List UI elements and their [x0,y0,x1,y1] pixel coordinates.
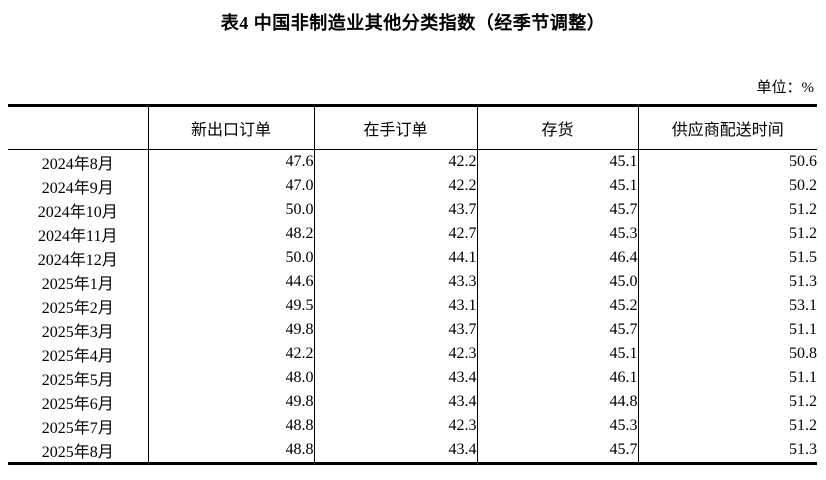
period-cell: 2025年1月 [41,276,114,293]
table-row: 2025年3月 49.8 43.7 45.7 51.1 [8,318,817,342]
value-cell: 43.4 [313,390,477,414]
data-table: 新出口订单 在手订单 存货 供应商配送时间 2024年8月 47.6 42.2 … [8,104,817,465]
value-cell: 42.3 [313,342,477,366]
table-row: 2025年8月 48.8 43.4 45.7 51.3 [8,438,817,464]
column-header-inventory: 存货 [476,105,638,150]
value-cell: 51.2 [637,222,817,246]
table-row: 2025年6月 49.8 43.4 44.8 51.2 [8,390,817,414]
value-cell: 47.6 [147,149,314,174]
period-cell: 2025年5月 [41,372,114,389]
value-cell: 45.7 [476,438,638,464]
value-cell: 45.1 [476,149,638,174]
table-row: 2025年7月 48.8 42.3 45.3 51.2 [8,414,817,438]
table-row: 2025年5月 48.0 43.4 46.1 51.1 [8,366,817,390]
unit-label: 单位：% [756,80,815,96]
period-cell: 2025年2月 [41,300,114,317]
table-row: 2025年1月 44.6 43.3 45.0 51.3 [8,270,817,294]
value-cell: 43.4 [313,438,477,464]
period-cell: 2025年3月 [41,324,114,341]
value-cell: 51.2 [637,390,817,414]
value-cell: 49.8 [147,318,314,342]
column-header-new-export-orders: 新出口订单 [147,105,314,150]
value-cell: 45.0 [476,270,638,294]
value-cell: 45.1 [476,342,638,366]
value-cell: 50.0 [147,246,314,270]
period-cell: 2025年7月 [41,420,114,437]
value-cell: 43.7 [313,318,477,342]
table-row: 2025年4月 42.2 42.3 45.1 50.8 [8,342,817,366]
page-title: 表4 中国非制造业其他分类指数（经季节调整） [220,13,606,33]
value-cell: 50.8 [637,342,817,366]
value-cell: 43.1 [313,294,477,318]
value-cell: 43.4 [313,366,477,390]
value-cell: 51.1 [637,366,817,390]
value-cell: 46.1 [476,366,638,390]
period-cell: 2024年12月 [37,252,118,269]
table-row: 2024年11月 48.2 42.7 45.3 51.2 [8,222,817,246]
value-cell: 48.8 [147,414,314,438]
table-row: 2024年12月 50.0 44.1 46.4 51.5 [8,246,817,270]
value-cell: 45.3 [476,414,638,438]
value-cell: 43.7 [313,198,477,222]
value-cell: 53.1 [637,294,817,318]
period-cell: 2024年10月 [37,204,118,221]
value-cell: 47.0 [147,174,314,198]
table-row: 2025年2月 49.5 43.1 45.2 53.1 [8,294,817,318]
column-header-orders-on-hand: 在手订单 [313,105,477,150]
table-row: 2024年8月 47.6 42.2 45.1 50.6 [8,149,817,174]
value-cell: 44.8 [476,390,638,414]
value-cell: 48.2 [147,222,314,246]
period-cell: 2024年9月 [41,180,114,197]
value-cell: 45.1 [476,174,638,198]
header-row: 新出口订单 在手订单 存货 供应商配送时间 [8,105,817,150]
period-cell: 2025年6月 [41,396,114,413]
value-cell: 45.2 [476,294,638,318]
value-cell: 51.1 [637,318,817,342]
value-cell: 42.7 [313,222,477,246]
value-cell: 51.3 [637,438,817,464]
value-cell: 46.4 [476,246,638,270]
value-cell: 42.2 [147,342,314,366]
value-cell: 42.2 [313,174,477,198]
value-cell: 51.5 [637,246,817,270]
value-cell: 45.3 [476,222,638,246]
period-cell: 2025年4月 [41,348,114,365]
value-cell: 45.7 [476,318,638,342]
value-cell: 51.3 [637,270,817,294]
value-cell: 50.6 [637,149,817,174]
column-header-supplier-delivery-time: 供应商配送时间 [637,105,817,150]
value-cell: 45.7 [476,198,638,222]
value-cell: 44.6 [147,270,314,294]
value-cell: 44.1 [313,246,477,270]
value-cell: 51.2 [637,414,817,438]
value-cell: 49.8 [147,390,314,414]
value-cell: 42.3 [313,414,477,438]
period-cell: 2025年8月 [41,444,114,461]
value-cell: 43.3 [313,270,477,294]
period-cell: 2024年8月 [41,156,114,173]
value-cell: 50.0 [147,198,314,222]
value-cell: 51.2 [637,198,817,222]
value-cell: 48.0 [147,366,314,390]
period-cell: 2024年11月 [38,228,118,245]
value-cell: 42.2 [313,149,477,174]
table-row: 2024年9月 47.0 42.2 45.1 50.2 [8,174,817,198]
value-cell: 48.8 [147,438,314,464]
table-row: 2024年10月 50.0 43.7 45.7 51.2 [8,198,817,222]
value-cell: 50.2 [637,174,817,198]
column-header-period [8,105,148,150]
value-cell: 49.5 [147,294,314,318]
